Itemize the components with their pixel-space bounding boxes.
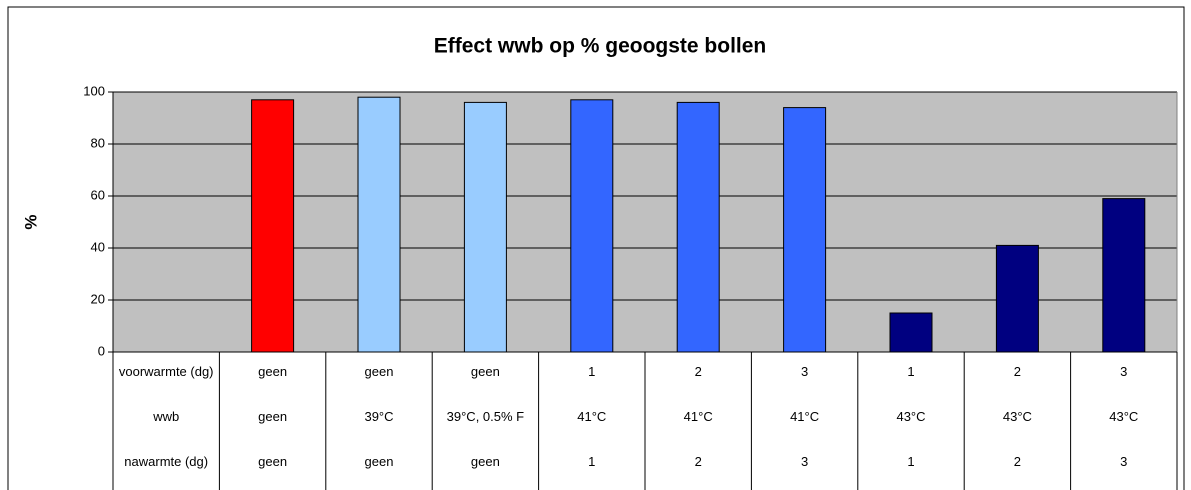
x-tick-label: voorwarmte (dg)	[118, 364, 214, 379]
x-tick-label: 1	[907, 364, 915, 379]
y-tick-label: 80	[91, 135, 105, 150]
x-tick-label: 3	[800, 364, 809, 379]
bar	[357, 96, 401, 353]
x-tick-label: 1	[907, 454, 915, 469]
x-tick-label: geen	[258, 454, 288, 469]
x-tick-label: geen	[470, 364, 500, 379]
x-tick-label: wwb	[153, 409, 180, 424]
x-tick-label: 1	[588, 454, 596, 469]
x-tick-label: 43°C	[1109, 409, 1139, 424]
bar	[676, 101, 720, 353]
x-tick-label: 2	[694, 454, 702, 469]
x-tick-label: 41°C	[790, 409, 820, 424]
y-tick-label: 0	[98, 343, 105, 358]
bar	[889, 312, 933, 353]
x-tick-label: 3	[1120, 454, 1128, 469]
x-tick-label: geen	[364, 454, 394, 469]
bar	[251, 99, 295, 353]
x-tick-label: 39°C	[364, 409, 394, 424]
x-tick-label: 2	[694, 364, 702, 379]
bar	[463, 101, 507, 353]
x-tick-label: 3	[800, 454, 809, 469]
x-tick-label: 43°C	[1002, 409, 1032, 424]
x-tick-label: geen	[364, 364, 394, 379]
y-tick-label: 20	[91, 291, 105, 306]
bar	[783, 107, 827, 353]
x-tick-label: 43°C	[896, 409, 926, 424]
x-tick-label: geen	[258, 409, 288, 424]
x-tick-label: 41°C	[683, 409, 713, 424]
bar	[995, 244, 1039, 353]
bar	[1102, 198, 1146, 353]
y-tick-label: 60	[91, 187, 105, 202]
x-tick-label: 41°C	[577, 409, 607, 424]
x-tick-label: geen	[258, 364, 288, 379]
y-axis-label: %	[21, 214, 40, 229]
x-tick-label: geen	[470, 454, 500, 469]
x-tick-label: 39°C, 0.5% F	[446, 409, 525, 424]
x-tick-label: 1	[588, 364, 596, 379]
bar	[570, 99, 614, 353]
x-tick-label: nawarmte (dg)	[124, 454, 209, 469]
x-tick-label: 3	[1120, 364, 1128, 379]
x-tick-label: 2	[1013, 364, 1021, 379]
y-tick-label: 100	[83, 83, 105, 98]
y-tick-label: 40	[91, 239, 105, 254]
chart-title: Effect wwb op % geoogste bollen	[434, 35, 767, 58]
x-tick-label: 2	[1013, 454, 1021, 469]
